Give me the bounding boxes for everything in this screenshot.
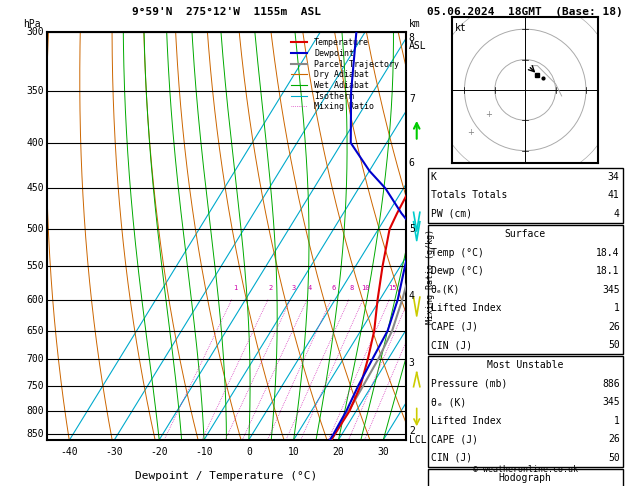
Text: 1: 1 [233,285,237,291]
Text: 9°59'N  275°12'W  1155m  ASL: 9°59'N 275°12'W 1155m ASL [132,7,321,17]
Text: -40: -40 [61,447,79,457]
Text: θₑ (K): θₑ (K) [431,398,466,407]
Text: 20: 20 [333,447,344,457]
Text: 550: 550 [26,261,44,271]
Text: 10: 10 [288,447,299,457]
Text: 600: 600 [26,295,44,305]
Text: 300: 300 [26,27,44,36]
Text: 450: 450 [26,183,44,193]
Text: 0: 0 [246,447,252,457]
Text: Totals Totals: Totals Totals [431,191,507,200]
Text: -10: -10 [195,447,213,457]
Text: Pressure (mb): Pressure (mb) [431,379,507,389]
Text: 500: 500 [26,224,44,234]
Text: LCL: LCL [409,435,426,445]
Text: 700: 700 [26,354,44,364]
Text: 05.06.2024  18GMT  (Base: 18): 05.06.2024 18GMT (Base: 18) [427,7,623,17]
Text: 18.1: 18.1 [596,266,620,276]
Text: 350: 350 [26,86,44,96]
Text: 10: 10 [362,285,370,291]
Text: kt: kt [455,23,467,33]
Text: 6: 6 [409,157,415,168]
Text: 4: 4 [409,292,415,301]
Text: 50: 50 [608,453,620,463]
Text: 41: 41 [608,191,620,200]
Text: 345: 345 [602,398,620,407]
Text: 15: 15 [388,285,396,291]
Text: 345: 345 [602,285,620,295]
Text: CAPE (J): CAPE (J) [431,322,478,331]
Text: 26: 26 [608,434,620,444]
Text: -30: -30 [106,447,123,457]
Text: CIN (J): CIN (J) [431,340,472,350]
Text: 26: 26 [608,322,620,331]
Text: Most Unstable: Most Unstable [487,361,564,370]
Text: km: km [409,19,421,29]
Text: CAPE (J): CAPE (J) [431,434,478,444]
Text: +: + [467,128,474,137]
Legend: Temperature, Dewpoint, Parcel Trajectory, Dry Adiabat, Wet Adiabat, Isotherm, Mi: Temperature, Dewpoint, Parcel Trajectory… [288,36,401,114]
Text: K: K [431,172,437,182]
Text: Dewp (°C): Dewp (°C) [431,266,484,276]
Text: 8: 8 [409,33,415,43]
Text: 1: 1 [614,303,620,313]
Text: 4: 4 [308,285,312,291]
Text: Surface: Surface [504,229,546,239]
Text: -20: -20 [150,447,168,457]
Text: 650: 650 [26,326,44,336]
Text: 3: 3 [291,285,296,291]
Text: 3: 3 [409,358,415,368]
Text: 850: 850 [26,430,44,439]
Text: © weatheronline.co.uk: © weatheronline.co.uk [473,465,577,474]
Text: 2: 2 [409,426,415,436]
Text: 4: 4 [614,209,620,219]
Text: PW (cm): PW (cm) [431,209,472,219]
Text: hPa: hPa [23,19,41,29]
Text: Temp (°C): Temp (°C) [431,248,484,258]
Text: θₑ(K): θₑ(K) [431,285,460,295]
Text: 30: 30 [377,447,389,457]
Text: 6: 6 [332,285,336,291]
Text: 5: 5 [409,224,415,234]
Text: 400: 400 [26,138,44,148]
Text: CIN (J): CIN (J) [431,453,472,463]
Text: Lifted Index: Lifted Index [431,416,501,426]
Text: Hodograph: Hodograph [499,473,552,483]
Text: 1: 1 [614,416,620,426]
Text: 8: 8 [350,285,354,291]
Text: 800: 800 [26,406,44,416]
Text: 2: 2 [269,285,273,291]
Text: 886: 886 [602,379,620,389]
Text: 18.4: 18.4 [596,248,620,258]
Text: 750: 750 [26,381,44,391]
Text: 7: 7 [409,94,415,104]
Text: 50: 50 [608,340,620,350]
Text: +: + [486,110,493,119]
Text: Mixing Ratio (g/kg): Mixing Ratio (g/kg) [426,229,435,324]
Text: ASL: ASL [409,41,426,51]
Text: Lifted Index: Lifted Index [431,303,501,313]
Text: Dewpoint / Temperature (°C): Dewpoint / Temperature (°C) [135,471,318,482]
Text: 34: 34 [608,172,620,182]
